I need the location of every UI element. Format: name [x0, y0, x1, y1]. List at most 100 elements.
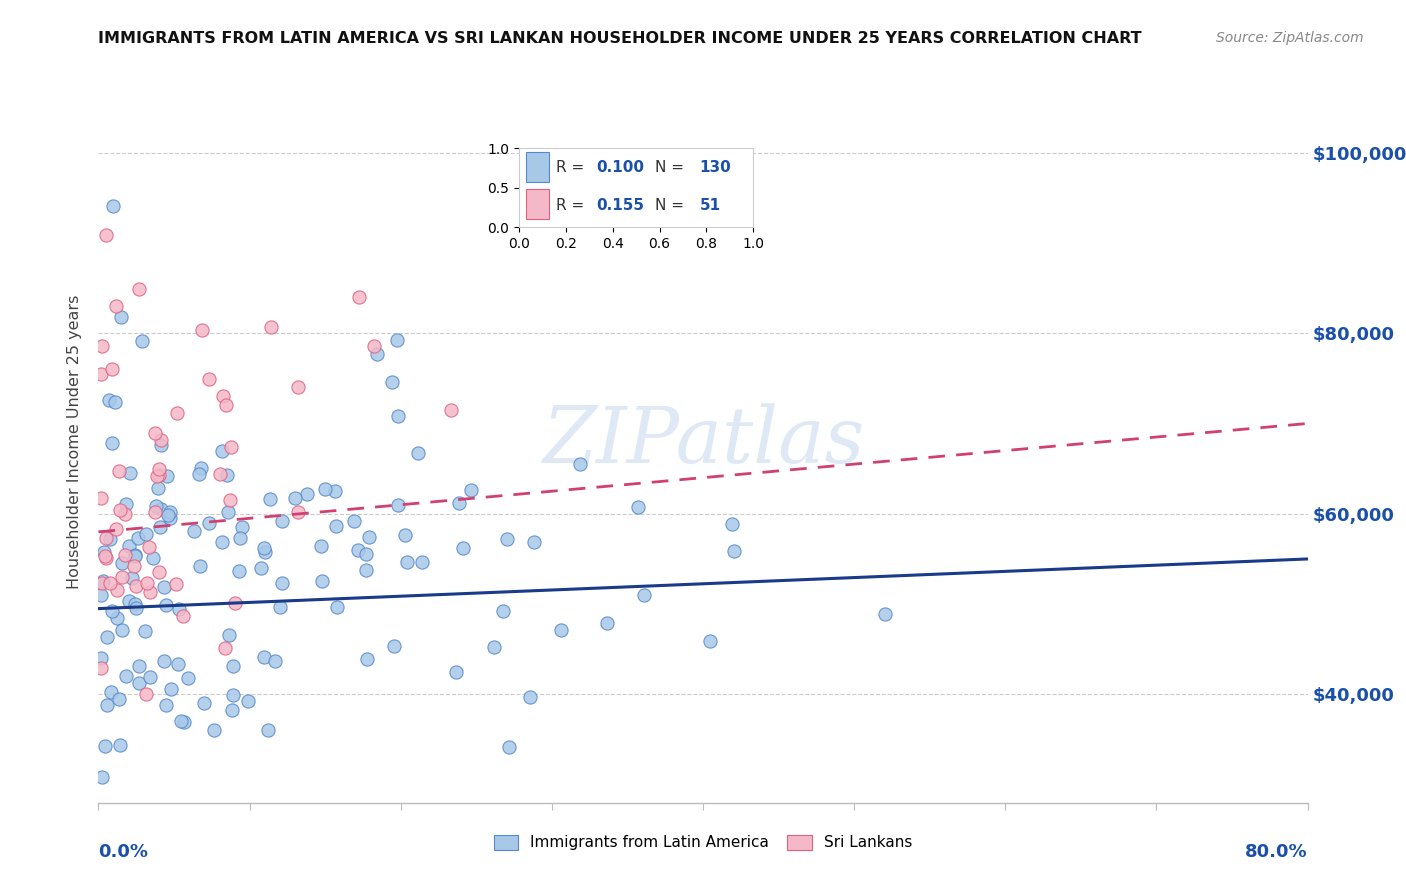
Point [254, 544, 277, 558]
Point [149, 502, 172, 516]
Point [155, 698, 177, 713]
Point [221, 703, 243, 717]
Text: R =: R = [557, 198, 589, 212]
Point [253, 649, 276, 664]
Point [627, 500, 650, 515]
Point [382, 639, 405, 653]
Point [253, 541, 276, 556]
Point [173, 714, 195, 729]
Point [110, 503, 132, 517]
Point [114, 668, 136, 682]
Point [125, 579, 148, 593]
Point [105, 299, 128, 313]
Point [188, 558, 211, 573]
Point [110, 310, 132, 324]
Point [366, 347, 388, 361]
Point [90, 339, 112, 353]
Point [202, 723, 225, 737]
Point [145, 499, 167, 513]
Point [148, 482, 170, 496]
Point [105, 583, 128, 598]
Point [217, 505, 239, 519]
Point [91, 574, 114, 589]
Point [100, 684, 122, 698]
Point [121, 572, 143, 586]
Point [387, 498, 409, 512]
Point [101, 199, 124, 213]
Point [90, 491, 112, 505]
Point [108, 692, 131, 706]
Point [176, 671, 198, 685]
Point [111, 557, 134, 571]
Point [156, 508, 179, 523]
Point [170, 714, 193, 728]
Point [94, 531, 117, 545]
Text: ZIPatlas: ZIPatlas [541, 403, 865, 480]
Point [723, 544, 745, 558]
Point [90, 588, 112, 602]
Point [115, 497, 138, 511]
Point [96, 630, 118, 644]
Point [596, 616, 619, 631]
Point [387, 333, 409, 347]
Y-axis label: Householder Income Under 25 years: Householder Income Under 25 years [67, 294, 83, 589]
Point [323, 484, 346, 499]
Point [107, 464, 129, 478]
Point [155, 599, 177, 613]
Point [131, 334, 153, 349]
Point [101, 362, 124, 376]
Point [221, 441, 243, 455]
Point [198, 516, 221, 530]
Bar [526, 153, 550, 182]
Point [224, 596, 246, 610]
Point [110, 569, 132, 583]
Point [271, 514, 294, 528]
Point [218, 628, 240, 642]
Point [354, 563, 377, 577]
Point [460, 483, 482, 497]
Point [451, 541, 474, 555]
Text: N =: N = [655, 198, 689, 212]
Text: 51: 51 [699, 198, 720, 212]
Point [134, 624, 156, 639]
Text: 80.0%: 80.0% [1244, 843, 1308, 861]
Point [357, 529, 380, 543]
Point [343, 514, 366, 528]
Text: 130: 130 [699, 160, 731, 175]
Text: N =: N = [655, 160, 689, 175]
Point [108, 739, 131, 753]
Point [165, 576, 187, 591]
Point [128, 658, 150, 673]
Point [519, 690, 541, 704]
Point [90, 661, 112, 675]
Point [136, 575, 159, 590]
Point [550, 623, 572, 637]
Point [150, 438, 173, 452]
Point [159, 511, 181, 525]
Point [523, 535, 546, 549]
Point [135, 526, 157, 541]
Point [128, 675, 150, 690]
Point [633, 589, 655, 603]
Point [101, 435, 124, 450]
Point [568, 457, 591, 471]
Point [138, 540, 160, 554]
Point [124, 597, 146, 611]
Point [236, 694, 259, 708]
Point [259, 491, 281, 506]
Point [231, 520, 253, 534]
Point [229, 531, 252, 545]
Text: R =: R = [557, 160, 589, 175]
Point [118, 594, 141, 608]
Point [387, 409, 409, 423]
Point [90, 651, 112, 665]
Point [260, 319, 283, 334]
Point [156, 469, 179, 483]
Point [440, 402, 463, 417]
Point [149, 520, 172, 534]
Point [190, 461, 212, 475]
Point [484, 640, 506, 654]
Point [191, 323, 214, 337]
Point [215, 398, 238, 412]
Point [325, 519, 347, 533]
